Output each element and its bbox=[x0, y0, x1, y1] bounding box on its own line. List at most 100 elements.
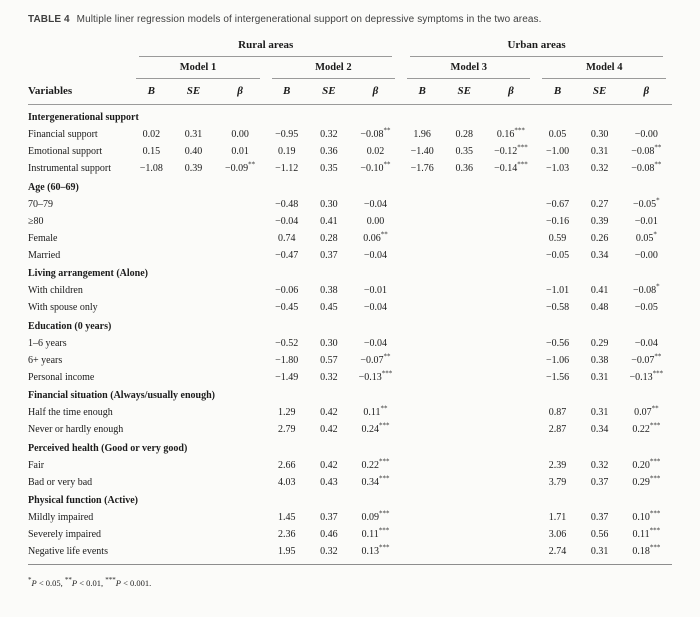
cell-value: 0.11*** bbox=[361, 526, 390, 540]
cell-value: −0.16 bbox=[545, 215, 570, 227]
cell-value bbox=[215, 299, 266, 316]
cell-value bbox=[130, 457, 172, 474]
stat-header-β: β bbox=[485, 79, 537, 105]
cell-value: 0.10*** bbox=[632, 509, 661, 523]
cell-value bbox=[443, 543, 486, 565]
significance-stars: *** bbox=[378, 526, 390, 535]
significance-stars: *** bbox=[649, 509, 661, 518]
cell-value: 0.30 bbox=[320, 337, 338, 349]
cell-value: 0.37 bbox=[320, 249, 338, 261]
urban-areas-label: Urban areas bbox=[410, 36, 663, 57]
cell-value: 0.30 bbox=[320, 198, 338, 210]
cell-value bbox=[214, 543, 266, 565]
cell-value bbox=[443, 421, 485, 438]
cell-value: 0.48 bbox=[590, 302, 609, 313]
data-row: Female 0.74 0.28 0.06** 0.59 0.26 0.05* bbox=[28, 230, 672, 247]
row-label: Never or hardly enough bbox=[28, 424, 124, 435]
significance-stars: *** bbox=[649, 543, 661, 552]
cell-value bbox=[172, 421, 214, 438]
row-label: Female bbox=[28, 232, 58, 244]
cell-value: 4.03 bbox=[277, 476, 296, 488]
cell-value bbox=[443, 196, 485, 213]
cell-value: −0.08** bbox=[631, 160, 662, 174]
cell-value: 1.71 bbox=[548, 512, 567, 523]
cell-value bbox=[130, 213, 172, 230]
cell-value: 2.39 bbox=[548, 459, 567, 471]
cell-value bbox=[401, 526, 443, 543]
cell-value: 0.38 bbox=[590, 354, 609, 366]
row-label: With spouse only bbox=[28, 302, 98, 313]
row-label: Instrumental support bbox=[28, 163, 112, 174]
data-row: With spouse only −0.45 0.45 −0.04 −0.58 0.48 −… bbox=[28, 299, 672, 316]
cell-value: −0.09** bbox=[225, 160, 256, 174]
cell-value: 0.19 bbox=[277, 146, 296, 157]
cell-value: 0.29*** bbox=[632, 474, 661, 488]
significance-stars: *** bbox=[514, 126, 525, 135]
data-row: Instrumental support −1.08 0.39 −0.09** −1.1… bbox=[28, 160, 672, 177]
data-row: With children −0.06 0.38 −0.01 −1.01 0.41 −0.0… bbox=[28, 282, 672, 299]
cell-value: −0.12*** bbox=[494, 143, 528, 157]
cell-value: −0.00 bbox=[634, 249, 658, 261]
model-4-label: Model 4 bbox=[542, 57, 666, 79]
cell-value bbox=[401, 352, 443, 369]
cell-value bbox=[172, 526, 214, 543]
cell-value bbox=[443, 282, 485, 299]
cell-value: 0.34 bbox=[590, 249, 609, 261]
cell-value bbox=[485, 509, 536, 526]
cell-value bbox=[401, 404, 443, 421]
cell-value: 0.00 bbox=[231, 129, 249, 140]
cell-value bbox=[485, 299, 536, 316]
cell-value: −0.01 bbox=[363, 285, 388, 296]
cell-value: −1.56 bbox=[545, 371, 570, 383]
cell-value: 0.02 bbox=[142, 129, 161, 140]
cell-value bbox=[443, 247, 485, 264]
model-4-header: Model 4 bbox=[536, 57, 672, 79]
cell-value: −1.12 bbox=[275, 163, 299, 174]
significance-stars: *** bbox=[378, 421, 390, 430]
significance-stars: ** bbox=[651, 404, 659, 413]
cell-value bbox=[172, 299, 214, 316]
cell-value: 2.66 bbox=[277, 459, 296, 471]
cell-value: 0.42 bbox=[320, 459, 338, 471]
significance-stars: * bbox=[656, 196, 660, 205]
cell-value: 0.34 bbox=[590, 424, 609, 435]
significance-stars: ** bbox=[248, 160, 256, 169]
cell-value bbox=[130, 335, 172, 352]
row-label: Fair bbox=[28, 459, 45, 471]
cell-value bbox=[485, 457, 536, 474]
significance-stars: *** bbox=[517, 160, 528, 169]
significance-stars: ** bbox=[380, 404, 388, 413]
paper-page: TABLE 4 Multiple liner regression models … bbox=[28, 14, 672, 588]
rural-areas-header: Rural areas bbox=[130, 36, 401, 57]
cell-value: 2.74 bbox=[536, 543, 579, 565]
cell-value: 0.07** bbox=[634, 404, 659, 418]
data-row: Financial support 0.02 0.31 0.00 −0.95 0.32 −0… bbox=[28, 126, 672, 143]
model-3-header: Model 3 bbox=[401, 57, 536, 79]
data-row: Married −0.47 0.37 −0.04 −0.05 0.34 −0.00 bbox=[28, 247, 672, 264]
urban-areas-header: Urban areas bbox=[401, 36, 672, 57]
stat-header-row: B SE β B SE β B SE β B SE β bbox=[28, 79, 672, 105]
cell-value: 0.46 bbox=[320, 529, 338, 540]
cell-value: 0.74 bbox=[277, 232, 296, 244]
cell-value: 0.27 bbox=[590, 198, 609, 210]
significance-stars: ** bbox=[654, 143, 662, 152]
row-label: Personal income bbox=[28, 371, 95, 383]
significance-stars: * bbox=[656, 282, 660, 291]
cell-value bbox=[401, 299, 443, 316]
cell-value bbox=[443, 457, 485, 474]
cell-value: −0.08** bbox=[631, 143, 662, 157]
cell-value: 0.37 bbox=[320, 512, 338, 523]
data-row: Fair 2.66 0.42 0.22*** 2.39 0.32 0.20*** bbox=[28, 457, 672, 474]
data-row: Bad or very bad 4.03 0.43 0.34*** 3.79 0.37 0.… bbox=[28, 474, 672, 491]
table-caption: Multiple liner regression models of inte… bbox=[76, 14, 542, 25]
row-label: With children bbox=[28, 285, 83, 296]
cell-value bbox=[485, 196, 536, 213]
cell-value bbox=[215, 526, 266, 543]
cell-value bbox=[215, 352, 266, 369]
cell-value bbox=[172, 369, 214, 386]
cell-value: 1.45 bbox=[277, 512, 296, 523]
cell-value bbox=[130, 247, 172, 264]
stat-header-β: β bbox=[620, 79, 672, 105]
cell-value: −0.05* bbox=[633, 196, 660, 210]
significance-stars: *** bbox=[378, 474, 390, 483]
